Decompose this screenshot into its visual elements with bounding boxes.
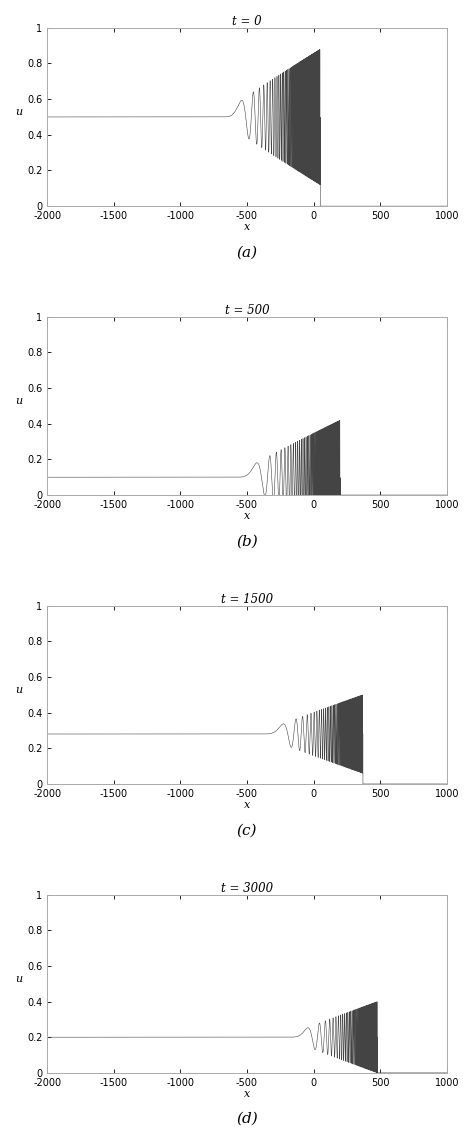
Text: (c): (c) (237, 824, 257, 837)
X-axis label: x: x (244, 511, 250, 522)
Y-axis label: u: u (15, 106, 22, 117)
Y-axis label: u: u (15, 685, 22, 694)
X-axis label: x: x (244, 222, 250, 232)
Title: t = 500: t = 500 (225, 304, 269, 317)
Text: (a): (a) (237, 245, 257, 260)
X-axis label: x: x (244, 800, 250, 810)
Text: (d): (d) (236, 1112, 258, 1126)
Title: t = 0: t = 0 (232, 15, 262, 27)
Y-axis label: u: u (15, 396, 22, 406)
Title: t = 3000: t = 3000 (221, 882, 273, 895)
Y-axis label: u: u (15, 974, 22, 984)
X-axis label: x: x (244, 1089, 250, 1099)
Title: t = 1500: t = 1500 (221, 593, 273, 606)
Text: (b): (b) (236, 534, 258, 548)
